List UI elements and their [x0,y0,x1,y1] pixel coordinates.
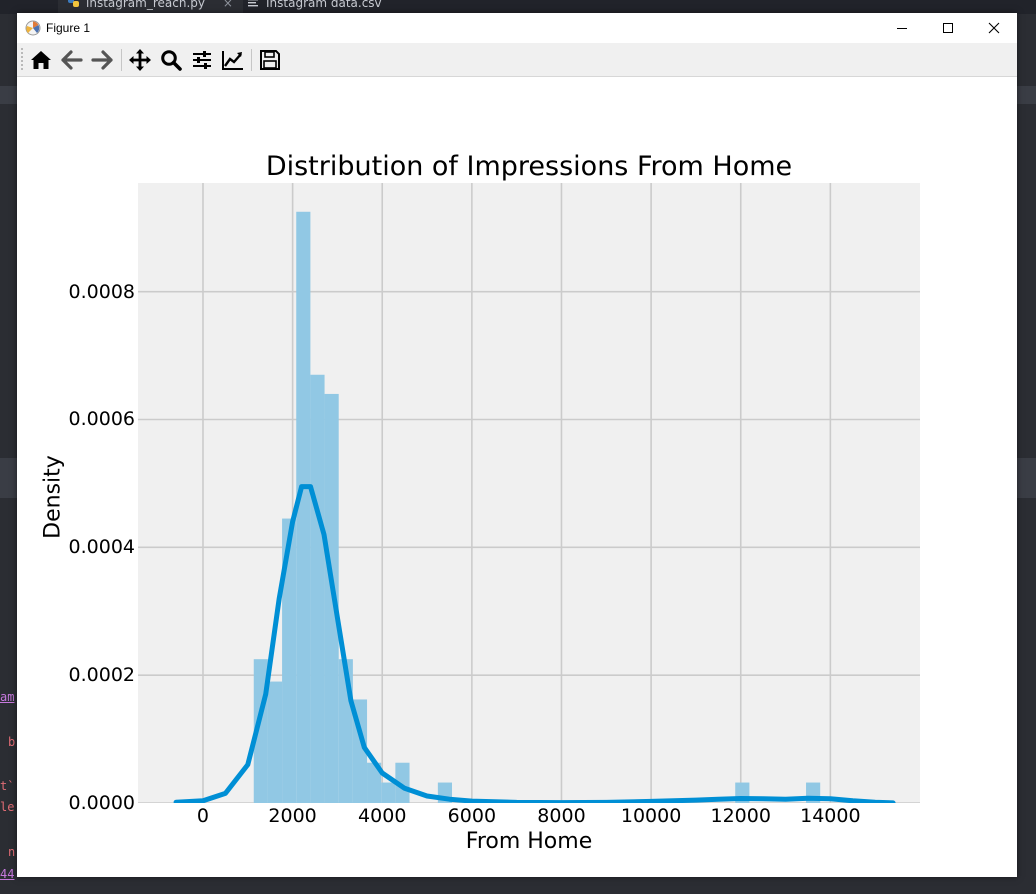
y-tick-label: 0.0000 [68,792,135,814]
kde-curve [173,484,896,803]
histogram-bar [395,762,410,803]
plot-area [138,183,920,803]
save-button[interactable] [257,47,283,73]
plot-axes[interactable] [138,183,920,803]
edit-axis-icon [222,51,243,70]
x-tick-label: 2000 [268,805,317,827]
minimize-button[interactable] [879,13,925,43]
toolbar-grip[interactable] [21,48,23,70]
edit-axis-button[interactable] [220,47,246,73]
close-button[interactable] [971,13,1017,43]
close-icon [988,22,1000,34]
home-button[interactable] [28,47,54,73]
matplotlib-app-icon [25,20,41,36]
histogram-bar [310,374,325,803]
histogram-bar [267,681,283,803]
navigation-toolbar [17,43,1017,77]
figure-window: Figure 1 [17,13,1017,877]
y-tick-label: 0.0006 [68,408,135,431]
configure-subplots-button[interactable] [189,47,215,73]
editor-tabbar: instagram_reach.py × Instagram data.csv [0,0,1036,14]
forward-button[interactable] [89,47,115,73]
toolbar-separator [121,49,122,71]
minimize-icon [897,28,907,29]
zoom-button[interactable] [158,47,184,73]
x-tick-label: 4000 [358,805,407,827]
x-tick-label: 14000 [800,805,861,827]
toolbar-separator [251,49,252,71]
pan-icon [129,49,151,71]
code-fragment: b [8,735,16,749]
maximize-button[interactable] [925,13,971,43]
tab-instagram-reach[interactable]: instagram_reach.py × [58,0,243,14]
code-fragment: n [8,845,16,859]
chart-title: Distribution of Impressions From Home [265,151,793,182]
window-title: Figure 1 [46,21,91,35]
histogram-bar [367,762,382,803]
code-fragment: t` [0,779,15,793]
tab-instagram-data[interactable]: Instagram data.csv [238,0,392,14]
y-tick-label: 0.0002 [68,664,135,687]
histogram-bar [282,518,297,803]
x-tick-label: 12000 [710,805,771,827]
configure-subplots-icon [193,51,211,69]
code-fragment: le [0,800,15,814]
x-tick-label: 0 [196,805,210,827]
text-file-icon [248,0,258,7]
histogram-bar [381,782,396,803]
x-tick-label: 8000 [537,805,586,827]
y-tick-label: 0.0008 [68,280,135,303]
save-icon [260,50,280,70]
forward-arrow-icon [91,50,113,70]
code-fragment: 44 [0,867,15,881]
window-titlebar[interactable]: Figure 1 [17,13,1017,43]
x-tick-label: 10000 [620,805,682,827]
tab-label: Instagram data.csv [266,0,382,10]
zoom-icon [161,50,182,71]
histogram-bar [324,393,339,803]
y-axis-label: Density [40,455,66,539]
y-tick-label: 0.0004 [68,536,135,559]
code-fragment: am [0,690,15,704]
home-icon [31,51,51,69]
python-file-icon [68,0,79,7]
figure-canvas[interactable]: Distribution of Impressions From Home 0.… [17,77,1017,877]
back-arrow-icon [61,50,83,70]
tab-label: instagram_reach.py [86,0,205,10]
pan-button[interactable] [127,47,153,73]
x-tick-label: 6000 [447,805,497,827]
back-button[interactable] [59,47,85,73]
histogram-bar [296,211,311,803]
maximize-icon [943,23,953,33]
tab-close-icon[interactable]: × [222,0,233,10]
x-axis-label: From Home [465,829,593,854]
